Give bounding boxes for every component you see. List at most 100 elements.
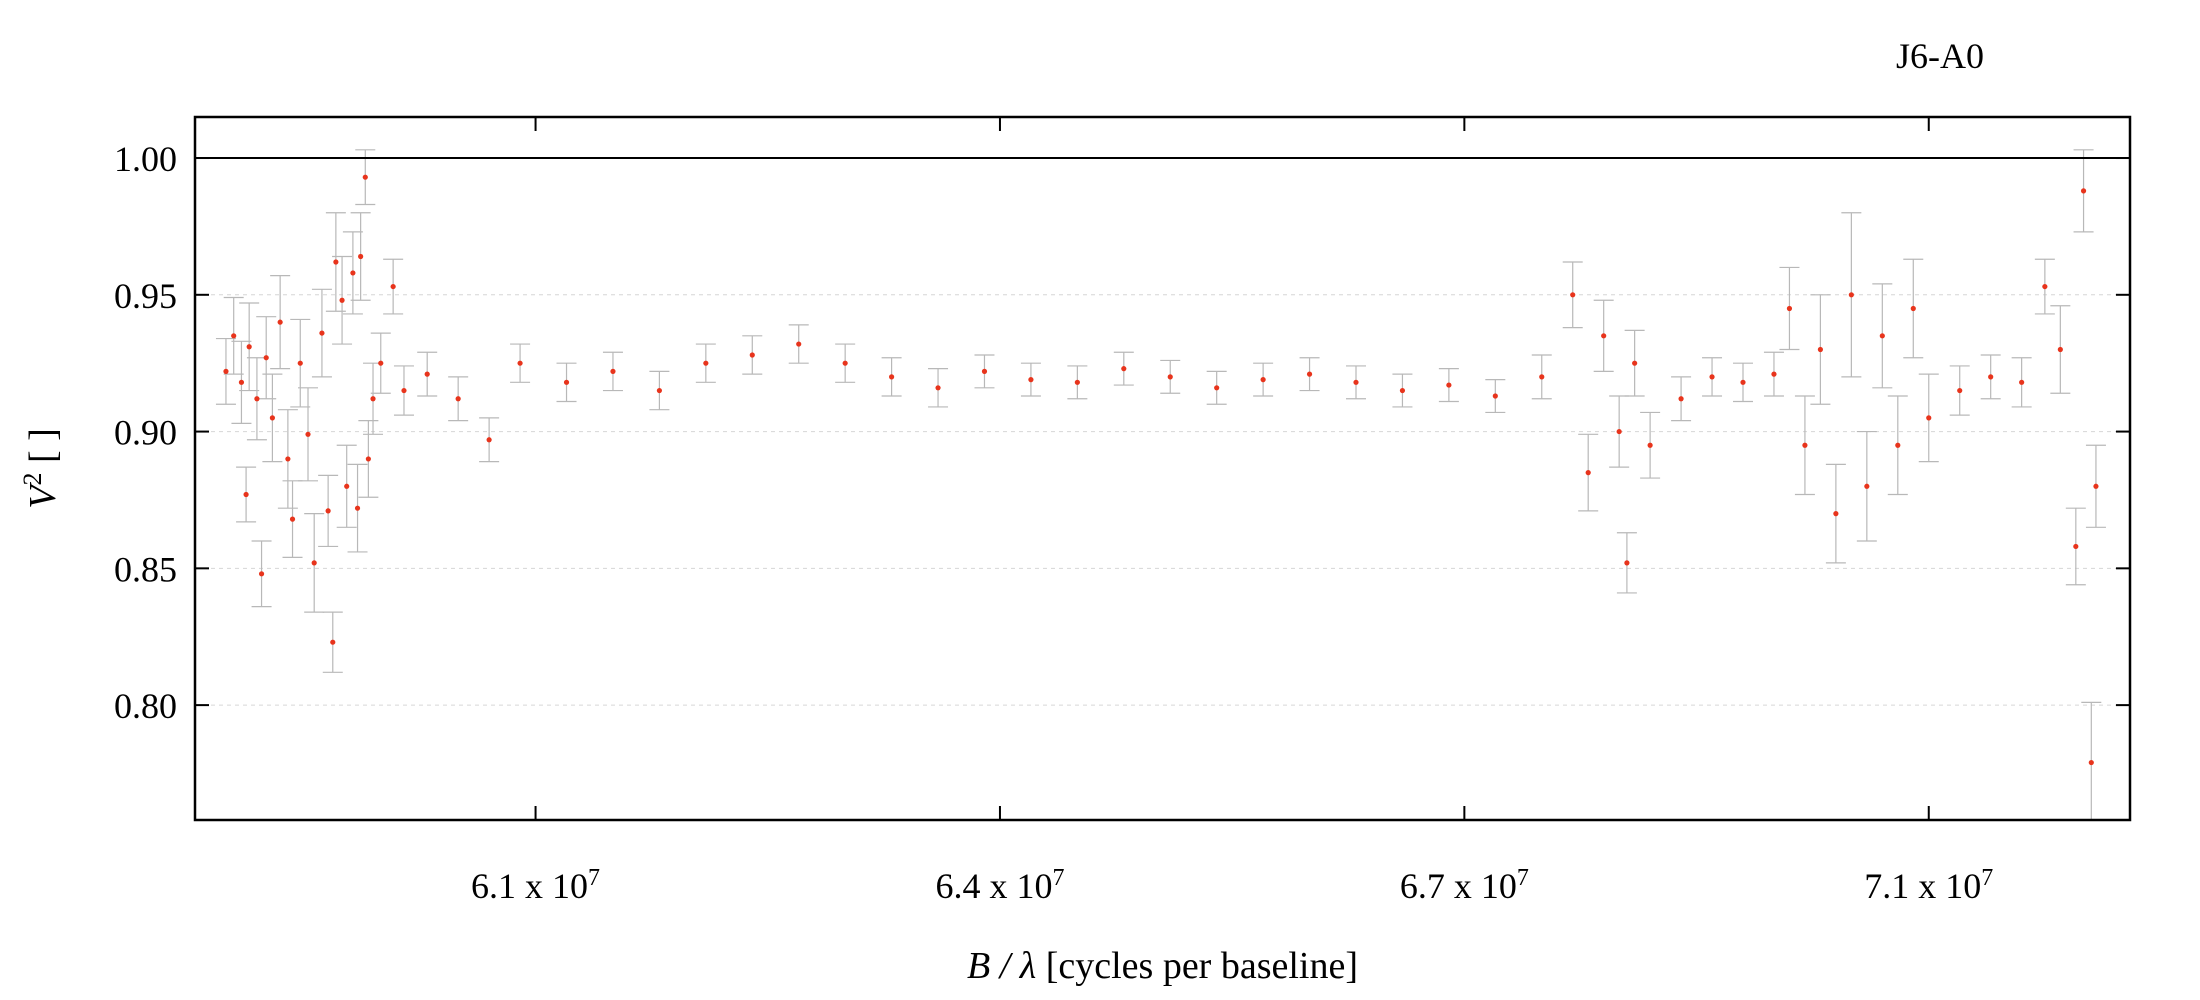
- grid-lines: [195, 294, 2130, 706]
- y-tick-label: 0.85: [114, 549, 177, 589]
- data-point: [1585, 470, 1591, 476]
- data-point: [350, 270, 356, 276]
- y-axis-title-exponent: 2: [18, 473, 47, 486]
- y-tick-label: 0.90: [114, 413, 177, 453]
- data-point: [1864, 483, 1870, 489]
- data-point: [1399, 387, 1406, 394]
- data-point: [339, 297, 345, 303]
- x-tick-label: 6.7 x 107: [1400, 865, 1529, 906]
- data-point: [1833, 511, 1839, 517]
- data-point: [1306, 371, 1313, 377]
- data-point: [610, 368, 616, 374]
- data-point: [243, 491, 249, 498]
- data-point: [378, 360, 384, 366]
- data-point: [362, 174, 368, 180]
- data-points: [223, 174, 2099, 766]
- data-point: [297, 360, 303, 366]
- data-point: [563, 379, 570, 385]
- data-point: [254, 396, 260, 402]
- data-point: [269, 415, 275, 421]
- data-point: [656, 387, 663, 394]
- data-point: [703, 360, 709, 366]
- data-point: [1926, 415, 1932, 421]
- data-point: [1895, 442, 1901, 448]
- data-point: [2042, 283, 2048, 290]
- data-point: [1492, 393, 1498, 399]
- data-point: [486, 437, 492, 443]
- data-point: [1709, 374, 1715, 380]
- y-tick-label: 1.00: [114, 139, 177, 179]
- data-point: [370, 396, 376, 402]
- data-point: [1647, 442, 1653, 448]
- data-point: [1539, 374, 1545, 380]
- data-point: [1740, 379, 1746, 385]
- data-point: [1616, 428, 1622, 435]
- data-point: [2019, 379, 2025, 385]
- data-point: [935, 385, 941, 391]
- axes: 0.80 0.85 0.90 0.95 1.00 6.1 x 107 6.4 x 107 6.…: [114, 115, 2132, 906]
- chart-title: J6-A0: [1896, 36, 1984, 76]
- data-point: [2088, 759, 2094, 766]
- y-tick-label: 0.80: [114, 686, 177, 726]
- data-point: [1446, 382, 1452, 388]
- data-point: [238, 379, 245, 385]
- data-point: [455, 396, 461, 402]
- data-point: [749, 352, 755, 358]
- data-point: [325, 508, 331, 514]
- data-point: [354, 505, 361, 511]
- x-axis-title-unit: [cycles per baseline]: [1036, 945, 1358, 987]
- data-point: [1771, 371, 1777, 377]
- x-tick-label: 6.4 x 107: [935, 865, 1064, 906]
- data-point: [1074, 379, 1080, 385]
- data-point: [358, 253, 364, 260]
- data-point: [311, 560, 317, 566]
- y-axis-title: V2 [ ]: [18, 428, 65, 509]
- data-point: [1028, 376, 1034, 383]
- data-point: [889, 374, 895, 380]
- data-point: [390, 283, 396, 290]
- data-point: [1957, 387, 1963, 394]
- data-point: [246, 344, 252, 350]
- y-tick-label: 0.95: [114, 276, 177, 316]
- data-point: [258, 571, 265, 577]
- data-point: [517, 360, 523, 366]
- data-point: [1570, 292, 1576, 298]
- data-point: [305, 431, 311, 437]
- y-axis-title-unit: [ ]: [22, 428, 64, 472]
- data-point: [289, 516, 296, 522]
- data-point: [263, 355, 269, 361]
- data-point: [1121, 366, 1127, 372]
- x-tick-label: 6.1 x 107: [471, 865, 600, 906]
- data-point: [231, 333, 237, 339]
- data-point: [1214, 385, 1220, 391]
- data-point: [1988, 374, 1994, 380]
- data-point: [2080, 188, 2087, 194]
- data-point: [2093, 483, 2099, 489]
- data-point: [344, 483, 350, 489]
- data-point: [365, 456, 371, 462]
- data-point: [1601, 333, 1607, 339]
- data-point: [319, 330, 325, 336]
- data-point: [796, 341, 802, 347]
- data-point: [1624, 560, 1630, 566]
- data-point: [2057, 346, 2063, 353]
- data-point: [333, 259, 339, 265]
- data-point: [1879, 333, 1885, 339]
- data-point: [1167, 374, 1173, 380]
- data-point: [2073, 543, 2079, 550]
- error-bars: [215, 149, 2106, 821]
- data-point: [1678, 396, 1684, 402]
- data-point: [1817, 346, 1823, 353]
- x-axis-title: B / λ [cycles per baseline]: [967, 945, 1358, 987]
- data-point: [1353, 379, 1359, 385]
- data-point: [981, 368, 988, 374]
- x-tick-label: 7.1 x 107: [1864, 865, 1993, 906]
- data-point: [223, 368, 229, 374]
- plot-frame: [193, 115, 2132, 822]
- data-point: [1910, 305, 1916, 312]
- data-point: [401, 387, 407, 394]
- data-point: [1848, 292, 1854, 298]
- x-axis-title-symbol: B / λ: [967, 945, 1036, 987]
- data-point: [285, 456, 291, 462]
- data-point: [424, 371, 430, 377]
